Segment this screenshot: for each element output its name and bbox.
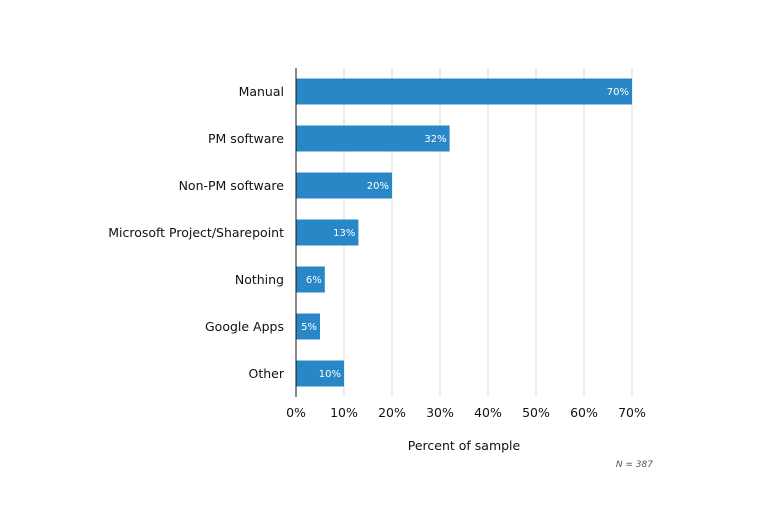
x-axis-title: Percent of sample	[408, 438, 521, 453]
category-label: Microsoft Project/Sharepoint	[108, 225, 284, 240]
bar	[296, 125, 450, 152]
bar-value-label: 20%	[367, 181, 389, 192]
bar-value-label: 5%	[301, 322, 317, 333]
category-label: Google Apps	[205, 319, 284, 334]
x-tick-label: 0%	[286, 405, 306, 420]
x-tick-label: 20%	[378, 405, 406, 420]
category-label: Manual	[239, 84, 284, 99]
category-label: Other	[249, 366, 285, 381]
bar-value-label: 6%	[306, 275, 322, 286]
bar	[296, 266, 325, 293]
gridlines	[343, 68, 633, 397]
x-tick-label: 40%	[474, 405, 502, 420]
bar	[296, 172, 392, 199]
bar-value-label: 70%	[607, 87, 629, 98]
category-label: Non-PM software	[179, 178, 285, 193]
bar	[296, 360, 344, 387]
x-tick-label: 70%	[618, 405, 646, 420]
category-label: PM software	[208, 131, 284, 146]
bar-value-label: 32%	[424, 134, 446, 145]
bar	[296, 78, 632, 105]
bars	[296, 78, 632, 387]
x-tick-label: 30%	[426, 405, 454, 420]
category-label: Nothing	[235, 272, 284, 287]
bar	[296, 219, 359, 246]
sample-size-note: N = 387	[616, 460, 653, 470]
x-tick-label: 10%	[330, 405, 358, 420]
x-tick-label: 50%	[522, 405, 550, 420]
bar-value-label: 13%	[333, 228, 355, 239]
x-tick-label: 60%	[570, 405, 598, 420]
bar	[296, 313, 320, 340]
labels: Percent of sample N = 387 0% 10% 20% 30% 40%…	[108, 84, 653, 470]
bar-value-label: 10%	[319, 369, 341, 380]
